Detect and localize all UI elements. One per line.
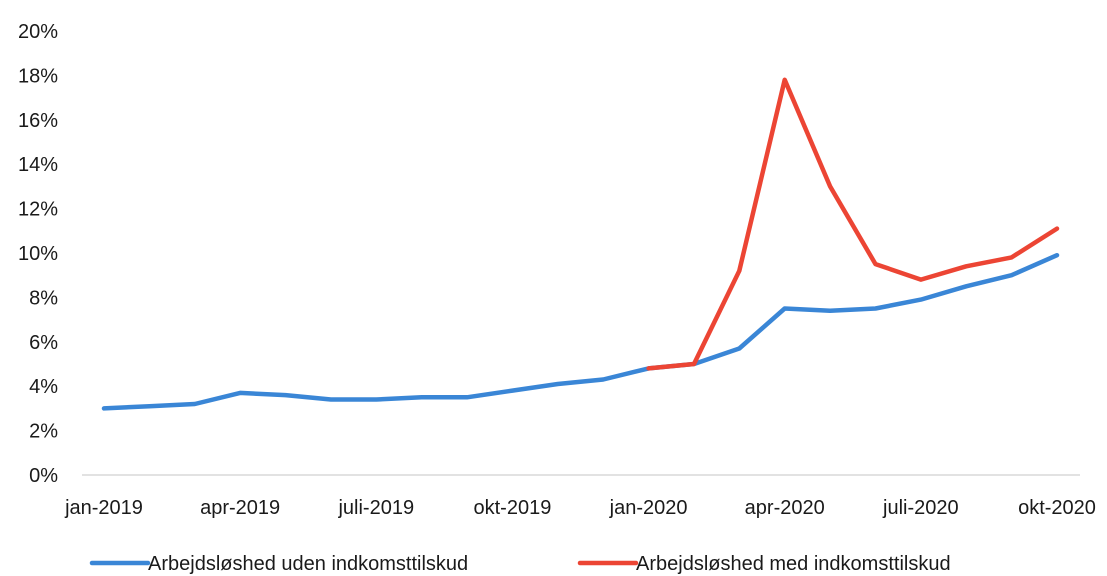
y-tick-label: 12% — [18, 199, 58, 221]
x-tick-label: juli-2020 — [882, 497, 959, 519]
y-tick-label: 6% — [29, 332, 58, 354]
y-tick-label: 2% — [29, 421, 58, 443]
legend-label-1: Arbejdsløshed uden indkomsttilskud — [148, 553, 468, 575]
y-tick-label: 8% — [29, 287, 58, 309]
series-line-1 — [101, 252, 1060, 411]
y-tick-label: 10% — [18, 243, 58, 265]
x-tick-label: juli-2019 — [337, 497, 414, 519]
y-tick-label: 18% — [18, 65, 58, 87]
x-tick-label: jan-2019 — [64, 497, 143, 519]
x-tick-label: apr-2019 — [200, 497, 280, 519]
y-tick-label: 14% — [18, 154, 58, 176]
x-tick-label: okt-2019 — [474, 497, 552, 519]
series-line-2 — [646, 77, 1060, 371]
series-lines — [101, 77, 1060, 411]
y-tick-label: 20% — [18, 21, 58, 43]
y-tick-label: 16% — [18, 110, 58, 132]
x-axis-tick-labels: jan-2019 apr-2019 juli-2019 okt-2019 jan-202… — [64, 497, 1096, 519]
legend-label-2: Arbejdsløshed med indkomsttilskud — [636, 553, 951, 575]
x-tick-label: okt-2020 — [1018, 497, 1096, 519]
legend: Arbejdsløshed uden indkomsttilskud Arbejd… — [89, 553, 951, 575]
y-axis-tick-labels: 0% 2% 4% 6% 8% 10% 12% 14% 16% 18% 20% — [18, 21, 58, 487]
x-tick-label: jan-2020 — [609, 497, 688, 519]
y-tick-label: 4% — [29, 376, 58, 398]
x-tick-label: apr-2020 — [745, 497, 825, 519]
y-tick-label: 0% — [29, 465, 58, 487]
